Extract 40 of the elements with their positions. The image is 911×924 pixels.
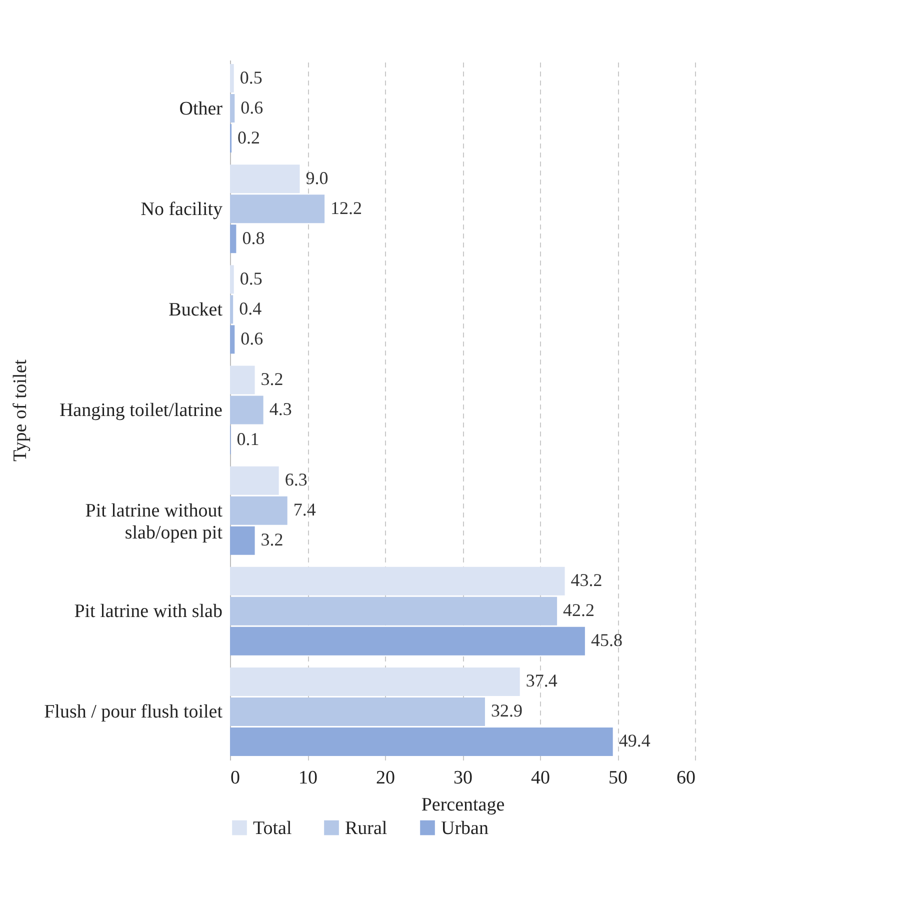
y-tick-label: No facility [140,198,223,220]
data-label: 12.2 [330,198,362,218]
data-label: 43.2 [570,570,602,590]
data-label: 0.5 [240,67,262,88]
data-label: 45.8 [590,630,622,650]
y-tick-label: Bucket [168,299,224,320]
legend-label: Urban [441,818,489,839]
x-tick-label: 20 [376,768,395,788]
y-tick-label: Pit latrine without slab/open pit [85,500,224,544]
y-tick-label: Other [179,98,224,120]
data-label: 6.3 [284,470,308,490]
x-tick-label: 40 [531,768,550,788]
x-axis-title: Percentage [421,794,505,816]
data-label: 4.3 [269,399,292,419]
data-label: 0.2 [238,127,260,148]
x-tick-label: 0 [230,768,240,788]
y-axis-title: Type of toilet [10,358,32,462]
data-label: 0.6 [240,328,264,348]
legend-label: Total [253,818,292,839]
data-label: 32.9 [490,700,522,721]
y-tick-label: Pit latrine with slab [74,601,222,622]
x-tick-label: 50 [608,768,628,788]
data-label: 3.2 [260,530,284,550]
data-label: 3.2 [260,369,284,389]
data-label: 9.0 [306,168,328,188]
x-tick-label: 30 [454,768,472,788]
data-label: 49.4 [618,730,650,751]
y-tick-label: Hanging toilet/latrine [59,400,222,421]
data-label: 42.2 [563,600,595,620]
data-label: 37.4 [526,670,558,691]
data-label: 0.6 [240,97,264,118]
data-label: 0.4 [239,298,262,318]
x-tick-label: 10 [298,768,318,788]
data-label: 0.1 [236,429,260,449]
x-tick-label: 60 [676,768,696,788]
legend-label: Rural [345,818,388,839]
data-label: 0.8 [242,228,265,248]
y-tick-label: Flush / pour flush toilet [44,702,224,723]
data-label: 7.4 [293,500,316,520]
data-label: 0.5 [240,268,262,288]
